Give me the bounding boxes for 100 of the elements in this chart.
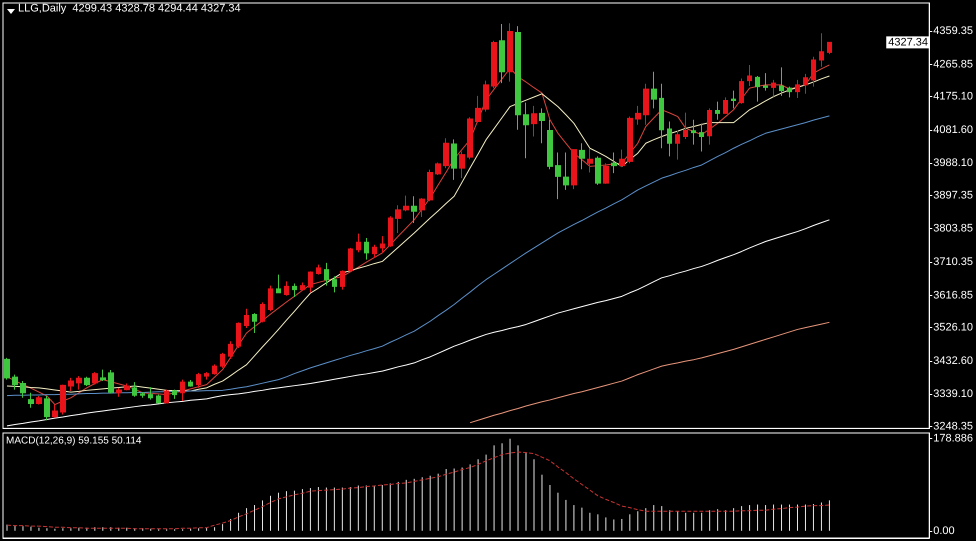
candlestick — [707, 108, 712, 146]
candlestick — [260, 302, 265, 323]
candlestick — [547, 119, 553, 170]
candlestick — [499, 24, 505, 84]
candlestick — [659, 83, 664, 149]
candlestick — [819, 32, 824, 68]
candlestick — [587, 148, 593, 173]
text: 4327.34 — [888, 36, 928, 48]
y-tick-label: 178.886 — [933, 432, 974, 445]
candlestick — [723, 96, 728, 114]
y-tick-label: 3710.35 — [933, 256, 974, 268]
candlestick — [811, 56, 816, 88]
candlestick — [348, 247, 353, 272]
candlestick — [731, 90, 736, 109]
candlestick — [531, 105, 537, 137]
candlestick — [12, 374, 18, 390]
candlestick — [28, 392, 34, 408]
candlestick — [156, 394, 161, 404]
candlestick — [148, 386, 153, 400]
candlestick — [451, 138, 457, 180]
candlestick — [276, 274, 281, 294]
candlestick — [643, 83, 649, 126]
candlestick — [284, 280, 289, 296]
candlestick — [108, 370, 114, 394]
candlestick — [100, 369, 106, 382]
y-tick-label: 3803.85 — [933, 222, 974, 235]
y-tick-label: 3248.35 — [933, 420, 974, 432]
candlestick — [563, 152, 569, 190]
candlestick — [803, 73, 808, 94]
candlestick — [60, 384, 66, 416]
candlestick — [667, 121, 672, 157]
y-tick-label: 3988.10 — [933, 157, 974, 170]
candlestick — [739, 78, 744, 104]
candlestick — [76, 376, 82, 390]
candlestick — [403, 195, 409, 212]
candlestick — [44, 396, 50, 421]
candlestick — [84, 376, 90, 387]
candlestick — [164, 389, 169, 404]
candlestick — [36, 396, 42, 406]
candlestick — [52, 404, 58, 418]
candlestick — [252, 312, 257, 334]
candlestick — [779, 66, 784, 96]
candlestick — [523, 102, 529, 159]
candlestick — [300, 282, 305, 291]
candlestick — [539, 108, 545, 144]
y-tick-label: 3432.60 — [933, 354, 974, 367]
candlestick — [483, 80, 489, 112]
candlestick — [228, 340, 233, 360]
candlestick — [611, 152, 617, 174]
candlestick — [459, 150, 465, 179]
candlestick — [188, 379, 193, 388]
candlestick — [395, 204, 401, 234]
candlestick — [763, 72, 768, 92]
y-tick-label: 4359.35 — [933, 25, 974, 37]
candlestick — [20, 380, 26, 398]
candlestick — [619, 149, 625, 168]
candlestick — [292, 283, 297, 298]
candlestick — [787, 86, 792, 98]
candlestick — [124, 383, 130, 391]
candlestick — [795, 79, 800, 99]
candlestick — [691, 119, 696, 146]
candlestick — [196, 372, 201, 388]
y-tick-label: 3897.35 — [933, 189, 974, 202]
candlestick — [555, 152, 561, 200]
candlestick — [180, 379, 185, 402]
y-tick-label: 3526.10 — [933, 322, 974, 334]
candlestick — [427, 169, 433, 202]
candlestick — [212, 364, 217, 376]
candlestick — [507, 22, 513, 82]
candlestick — [4, 357, 10, 380]
candlestick — [651, 71, 657, 109]
line-series — [470, 322, 830, 424]
candlestick — [419, 198, 425, 218]
chart-title: MACD(12,26,9) 59.155 50.114 — [6, 436, 142, 446]
candlestick — [324, 262, 329, 286]
candlestick — [116, 387, 122, 398]
candlestick — [372, 244, 377, 258]
candlestick — [771, 79, 776, 98]
candlestick — [92, 372, 98, 386]
candlestick — [411, 196, 417, 224]
y-tick-label: 0.00 — [933, 524, 955, 537]
candlestick — [236, 322, 241, 348]
candlestick — [467, 116, 473, 160]
candlestick — [715, 101, 720, 120]
chart-title: LLG,Daily 4299.43 4328.78 4294.44 4327.34 — [18, 2, 241, 14]
candlestick — [172, 389, 177, 400]
candlestick — [475, 95, 481, 124]
y-tick-label: 3339.10 — [933, 388, 974, 400]
y-tick-label: 4081.60 — [933, 124, 974, 136]
candlestick — [443, 138, 449, 169]
candlestick — [68, 377, 74, 392]
candlestick — [388, 216, 393, 248]
candlestick — [627, 116, 633, 164]
candlestick — [364, 237, 369, 260]
candlestick — [140, 392, 145, 398]
candlestick — [571, 148, 577, 190]
y-tick-label: 4175.10 — [933, 90, 974, 103]
candlestick — [268, 285, 273, 312]
candlestick — [244, 308, 249, 329]
candlestick — [827, 41, 832, 55]
